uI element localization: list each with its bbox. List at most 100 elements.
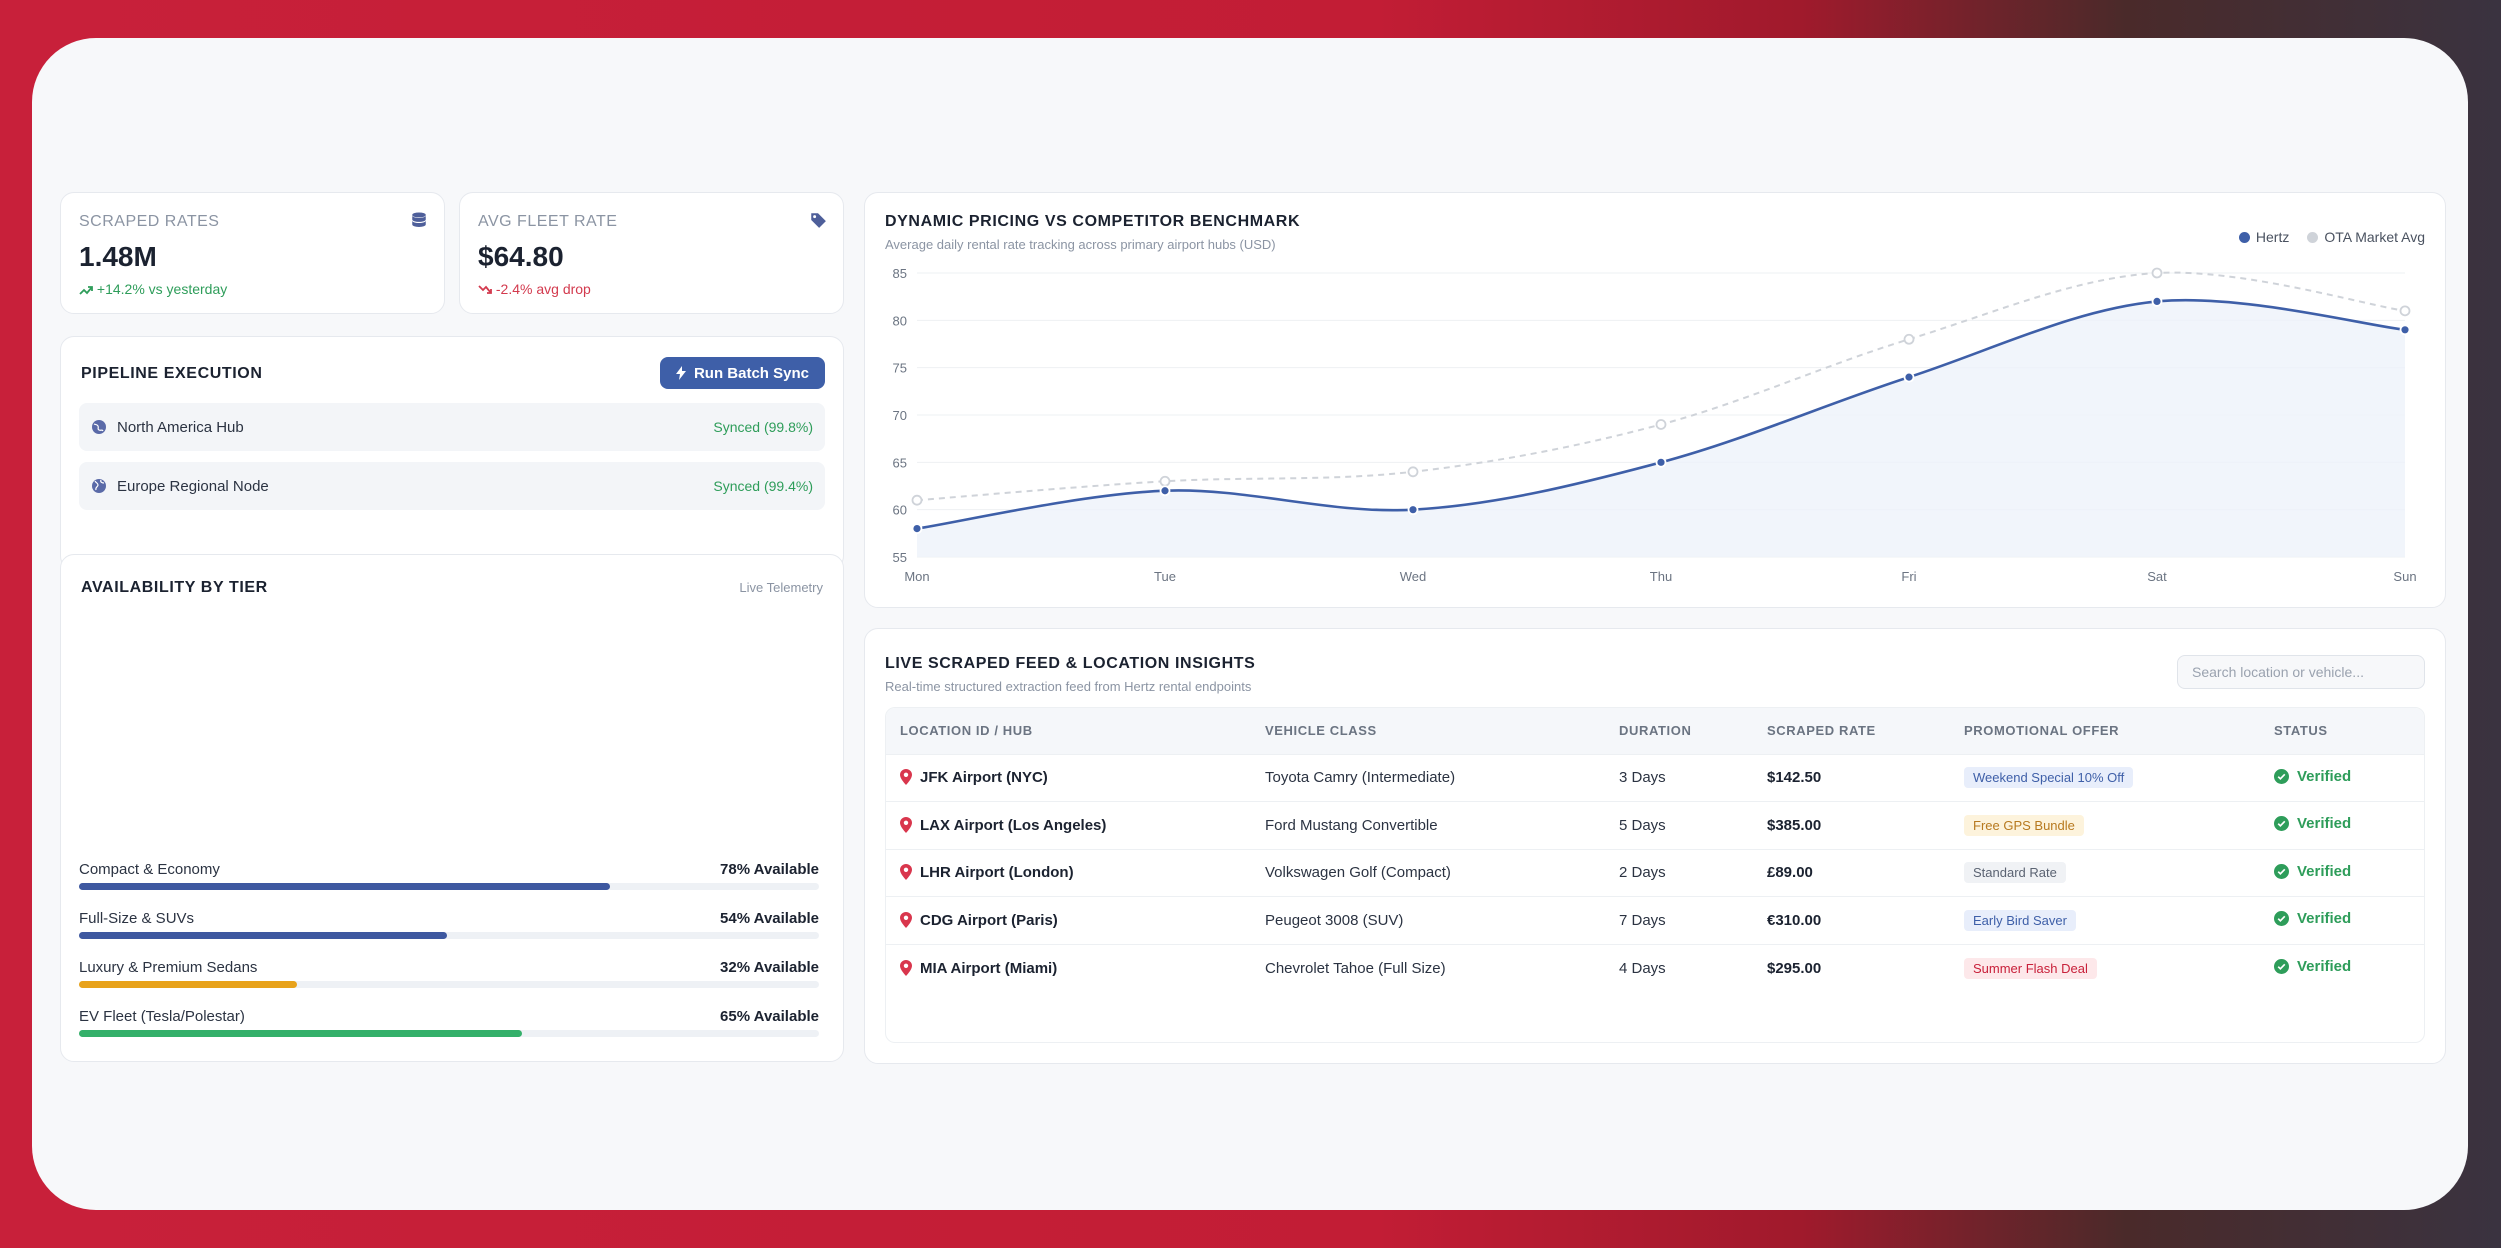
chart-title: DYNAMIC PRICING VS COMPETITOR BENCHMARK: [885, 213, 1301, 230]
trend-up-icon: [79, 286, 93, 295]
kpi-card-scraped-rates: SCRAPED RATES 1.48M +14.2% vs yesterday: [60, 192, 445, 314]
cell-duration: 4 Days: [1605, 943, 1753, 992]
y-tick-label: 55: [893, 550, 907, 565]
cell-rate: £89.00: [1753, 848, 1950, 897]
tier-progress-fill: [79, 981, 297, 988]
availability-subtitle: Live Telemetry: [739, 580, 823, 595]
status-verified: Verified: [2274, 958, 2351, 975]
pricing-line-chart: 55 60 65 70 75 80 85 Mon Tue Wed Thu Fri Sat Sun: [893, 266, 2417, 584]
data-point: [2151, 267, 2163, 279]
cell-status: Verified: [2260, 801, 2424, 849]
tier-label: Full-Size & SUVs: [79, 910, 195, 927]
tier-progress-track: [79, 883, 819, 890]
status-text: Verified: [2297, 767, 2352, 785]
x-tick-label: Thu: [1650, 569, 1672, 584]
pipeline-title: PIPELINE EXECUTION: [81, 365, 263, 382]
node-row-europe[interactable]: Europe Regional Node Synced (99.4%): [79, 462, 825, 510]
globe-icon: [92, 420, 106, 434]
check-circle-icon: [2274, 768, 2289, 784]
status-verified: Verified: [2274, 863, 2351, 880]
cell-vehicle: Peugeot 3008 (SUV): [1251, 896, 1605, 944]
node-status: Synced (99.4%): [713, 478, 813, 494]
x-tick-label: Sat: [2147, 569, 2167, 584]
table-row[interactable]: JFK Airport (NYC) Toyota Camry (Intermedi…: [886, 753, 2424, 802]
tier-progress-fill: [79, 883, 611, 890]
col-vehicle[interactable]: VEHICLE CLASS: [1251, 708, 1605, 754]
pricing-chart-card: DYNAMIC PRICING VS COMPETITOR BENCHMARK …: [864, 192, 2446, 608]
col-duration[interactable]: DURATION: [1605, 708, 1753, 754]
cell-vehicle: Chevrolet Tahoe (Full Size): [1251, 943, 1605, 992]
y-tick-label: 80: [893, 313, 907, 328]
table-row[interactable]: LHR Airport (London) Volkswagen Golf (Com…: [886, 848, 2424, 897]
cell-promo: Standard Rate: [1950, 848, 2260, 897]
status-verified: Verified: [2274, 815, 2351, 832]
data-point: [1407, 466, 1419, 478]
legend-item-hertz: Hertz: [2238, 229, 2289, 245]
search-input[interactable]: [2177, 655, 2425, 689]
legend-item-ota: OTA Market Avg: [2307, 229, 2425, 245]
tier-value: 78% Available: [720, 861, 819, 878]
col-promo[interactable]: PROMOTIONAL OFFER: [1950, 708, 2260, 754]
table-row[interactable]: CDG Airport (Paris) Peugeot 3008 (SUV) 7 D…: [886, 896, 2424, 944]
y-tick-label: 70: [893, 408, 907, 423]
y-tick-label: 60: [893, 503, 907, 518]
trend-down-icon: [478, 285, 492, 294]
tier-progress-fill: [79, 1030, 522, 1037]
cell-promo: Early Bird Saver: [1950, 896, 2260, 944]
map-pin-icon: [900, 769, 912, 786]
data-point: [1159, 485, 1171, 497]
tier-label: EV Fleet (Tesla/Polestar): [79, 1008, 245, 1025]
cell-location: CDG Airport (Paris): [886, 896, 1251, 944]
data-point: [2399, 324, 2411, 336]
x-tick-label: Fri: [1901, 569, 1916, 584]
location-text: LHR Airport (London): [920, 864, 1074, 882]
tag-icon: [811, 213, 826, 228]
x-tick-label: Wed: [1400, 569, 1427, 584]
data-point: [2399, 305, 2411, 317]
location-text: MIA Airport (Miami): [920, 959, 1058, 977]
col-rate[interactable]: SCRAPED RATE: [1753, 708, 1950, 754]
x-tick-label: Tue: [1154, 569, 1176, 584]
kpi-delta: +14.2% vs yesterday: [79, 281, 227, 297]
promo-badge: Early Bird Saver: [1964, 909, 2076, 931]
cell-status: Verified: [2260, 753, 2424, 802]
cell-location: LHR Airport (London): [886, 848, 1251, 897]
cell-promo: Weekend Special 10% Off: [1950, 753, 2260, 802]
cell-rate: $385.00: [1753, 801, 1950, 849]
cell-duration: 2 Days: [1605, 848, 1753, 897]
table-header-row: LOCATION ID / HUB VEHICLE CLASS DURATION…: [886, 708, 2424, 754]
data-point: [1655, 419, 1667, 430]
y-tick-label: 65: [893, 455, 907, 470]
feed-table: LOCATION ID / HUB VEHICLE CLASS DURATION…: [886, 708, 2424, 992]
promo-badge: Free GPS Bundle: [1964, 814, 2084, 836]
table-row[interactable]: LAX Airport (Los Angeles) Ford Mustang Co…: [886, 801, 2424, 849]
feed-table-wrapper: LOCATION ID / HUB VEHICLE CLASS DURATION…: [885, 707, 2425, 1043]
kpi-delta-text: +14.2% vs yesterday: [96, 281, 228, 297]
check-circle-icon: [2274, 816, 2289, 832]
status-verified: Verified: [2274, 768, 2351, 785]
tier-progress-track: [79, 981, 819, 988]
series-area-hertz: [917, 300, 2405, 557]
check-circle-icon: [2274, 911, 2289, 927]
data-point: [911, 494, 923, 506]
run-batch-sync-button[interactable]: Run Batch Sync: [659, 357, 825, 389]
y-tick-label: 75: [893, 361, 907, 376]
map-pin-icon: [900, 864, 912, 881]
run-batch-sync-label: Run Batch Sync: [693, 364, 809, 382]
table-row[interactable]: MIA Airport (Miami) Chevrolet Tahoe (Full…: [886, 943, 2424, 992]
cell-rate: €310.00: [1753, 896, 1950, 944]
col-status[interactable]: STATUS: [2260, 708, 2424, 754]
data-point: [1655, 456, 1667, 468]
col-location[interactable]: LOCATION ID / HUB: [886, 708, 1251, 754]
chart-subtitle: Average daily rental rate tracking acros…: [885, 237, 1276, 252]
database-icon: [412, 212, 426, 227]
cell-location: MIA Airport (Miami): [886, 943, 1251, 992]
kpi-value: $64.80: [478, 241, 564, 272]
data-point: [1159, 475, 1171, 487]
node-row-north-america[interactable]: North America Hub Synced (99.8%): [79, 403, 825, 451]
kpi-card-avg-fleet-rate: AVG FLEET RATE $64.80 -2.4% avg drop: [459, 192, 844, 314]
cell-promo: Free GPS Bundle: [1950, 801, 2260, 849]
feed-subtitle: Real-time structured extraction feed fro…: [885, 679, 1252, 694]
cell-duration: 3 Days: [1605, 753, 1753, 802]
tier-value: 54% Available: [720, 910, 819, 927]
